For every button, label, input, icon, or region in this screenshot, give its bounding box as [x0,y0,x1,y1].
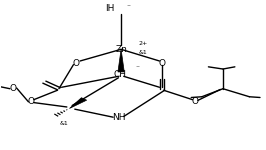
Text: ⁻: ⁻ [126,2,130,11]
Text: &1: &1 [60,121,69,126]
Text: 2+: 2+ [138,41,148,46]
Text: CH: CH [113,70,126,79]
Text: NH: NH [112,113,125,122]
Text: IH: IH [105,4,114,13]
Text: &1: &1 [138,50,147,55]
Text: O: O [28,97,35,106]
Text: O: O [9,84,16,93]
Text: O: O [192,97,199,106]
Text: O: O [73,59,80,68]
Text: Zn: Zn [115,45,127,54]
Polygon shape [69,98,87,108]
Text: ⁻: ⁻ [136,63,140,72]
Text: O: O [159,59,166,68]
Polygon shape [118,49,124,72]
